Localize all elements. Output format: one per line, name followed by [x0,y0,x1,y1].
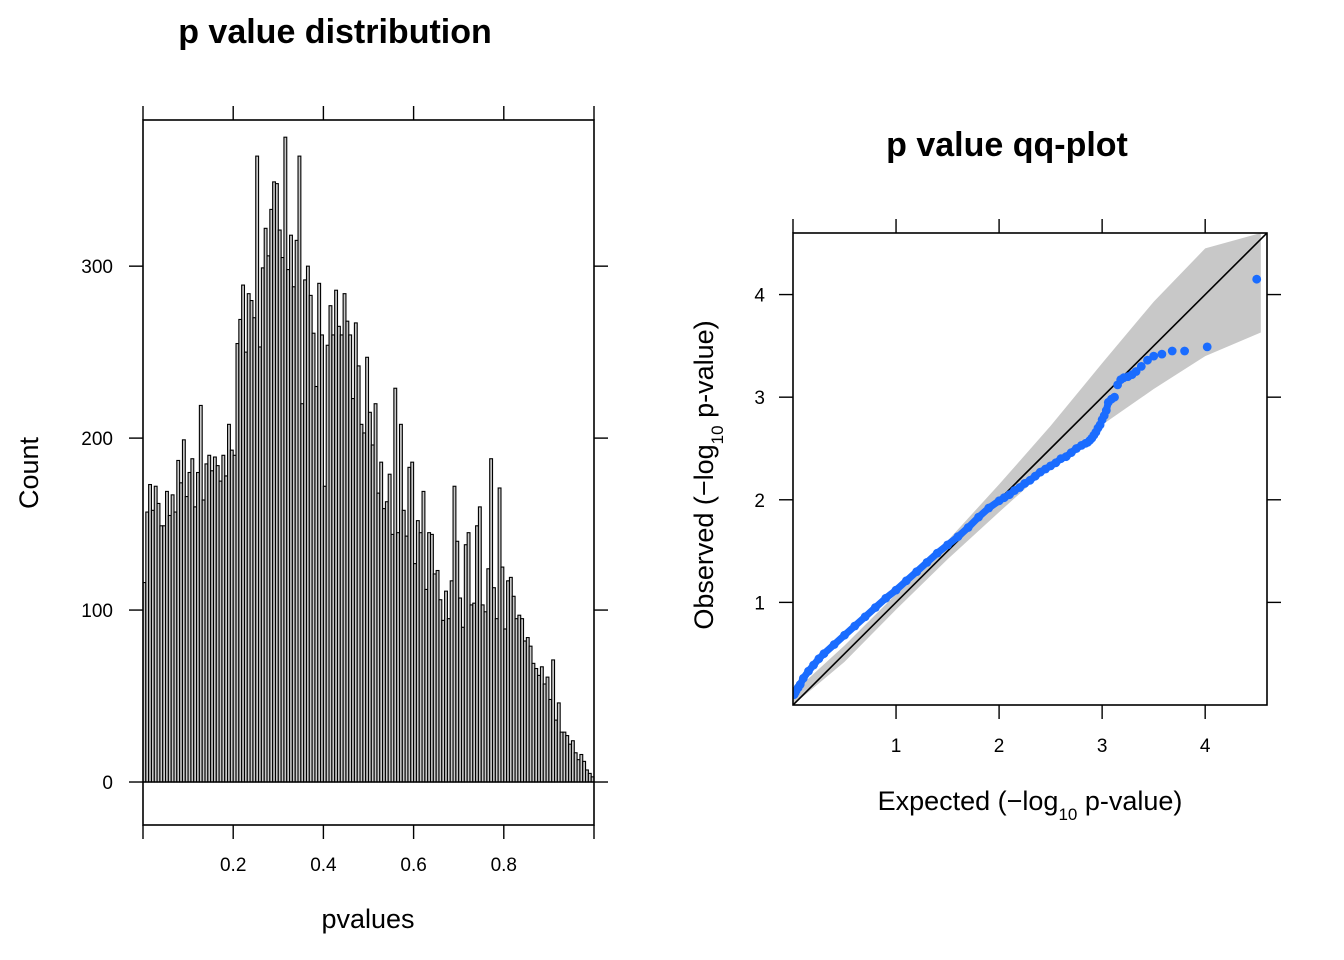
qq-axes: 1 2 3 4 1 2 3 4 [754,219,1281,757]
qq-confidence-band-group [793,233,1261,705]
qq-x-tick-label: 4 [1200,736,1211,757]
qq-plot-panel: p value qq-plot 1 2 3 4 1 2 3 4 Expected (−log1… [689,126,1281,824]
qq-point [881,593,891,603]
histogram-x-tick-label: 0.4 [310,855,337,876]
qq-y-tick-label: 2 [754,491,765,512]
qq-y-tick-label: 4 [754,286,765,307]
histogram-x-tick-label: 0.6 [400,855,426,876]
qq-x-tick-label: 3 [1097,736,1108,757]
histogram-y-tick-label: 300 [81,257,113,278]
qq-point [932,548,942,558]
histogram-x-tick-label: 0.2 [220,855,246,876]
qq-point [850,621,860,631]
histogram-bars [142,136,595,783]
qq-point [1113,380,1122,390]
qq-x-axis-label: Expected (−log10 p-value) [878,786,1183,824]
qq-plot-frame [792,232,1268,706]
qq-x-tick-label: 2 [994,736,1005,757]
qq-point [912,567,922,576]
qq-x-tick-label: 1 [891,736,902,757]
qq-point [814,654,824,664]
histogram-x-tick-label: 0.8 [491,855,517,876]
qq-point [829,640,839,649]
qq-point [1252,274,1262,284]
histogram-y-tick-label: 200 [81,429,113,450]
qq-plot-title: p value qq-plot [886,126,1128,164]
histogram-plot-frame [142,119,595,826]
histogram-title: p value distribution [178,13,492,51]
qq-point [840,630,849,640]
qq-point [994,496,1004,506]
histogram-y-tick-label: 0 [102,773,113,794]
qq-point [1202,342,1212,352]
qq-point [943,540,952,550]
qq-point [963,523,973,532]
qq-confidence-band [793,233,1261,705]
qq-point [953,532,963,542]
histogram-axes: 0.2 0.4 0.6 0.8 0 100 200 300 [81,106,608,876]
qq-point [871,603,880,612]
qq-point [809,660,818,670]
qq-point [1103,397,1113,407]
histogram-panel: p value distribution 0.2 0.4 0.6 0.8 0 100 200… [14,13,608,934]
qq-y-axis-label: Observed (−log10 p-value) [689,320,727,629]
qq-y-tick-label: 1 [754,593,765,614]
histogram-y-tick-label: 100 [81,601,113,622]
qq-point [974,512,983,522]
qq-y-tick-label: 3 [754,388,765,409]
histogram-x-axis-label: pvalues [321,904,414,934]
qq-point [984,503,994,513]
qq-point [1167,346,1177,356]
qq-point [1143,355,1152,365]
qq-point [922,558,932,567]
qq-point [891,585,901,595]
qq-point [901,576,911,586]
qq-reference-line [793,233,1267,705]
qq-point [1180,346,1189,356]
qq-point [860,612,870,622]
histogram-y-axis-label: Count [14,436,44,509]
qq-point [1157,349,1167,359]
qq-point [804,666,813,676]
qq-point [1149,351,1159,361]
qq-point [793,690,799,700]
qq-reference-line-group [793,233,1267,705]
qq-points [793,274,1262,700]
